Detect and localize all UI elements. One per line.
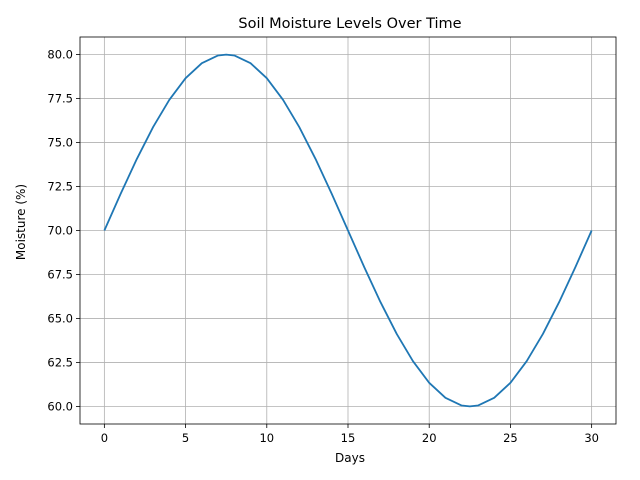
y-tick-label: 80.0	[47, 48, 73, 62]
x-tick-label: 10	[259, 431, 274, 445]
y-tick-label: 77.5	[47, 92, 73, 106]
series-group	[103, 53, 593, 408]
series-line	[103, 53, 593, 408]
x-tick-label: 5	[182, 431, 189, 445]
y-tick-label: 67.5	[47, 267, 73, 281]
y-tick-label: 60.0	[47, 399, 73, 413]
x-tick-label: 0	[101, 431, 108, 445]
y-tick-label: 65.0	[47, 311, 73, 325]
y-tick-label: 70.0	[47, 224, 73, 238]
x-tick-label: 30	[584, 431, 599, 445]
y-axis-ticks: 60.0 62.5 65.0 67.5 70.0 72.5 75.0 77.5 80.0	[47, 48, 80, 413]
x-axis-label: Days	[335, 451, 365, 465]
y-axis-label: Moisture (%)	[14, 184, 28, 260]
x-axis-ticks: 0 5 10 15 20 25 30	[101, 424, 599, 445]
y-tick-label: 75.0	[47, 136, 73, 150]
grid-lines	[80, 37, 616, 424]
y-tick-label: 62.5	[47, 355, 73, 369]
x-tick-label: 25	[503, 431, 518, 445]
x-tick-label: 20	[422, 431, 437, 445]
chart-title: Soil Moisture Levels Over Time	[238, 16, 461, 32]
y-tick-label: 72.5	[47, 180, 73, 194]
x-tick-label: 15	[341, 431, 356, 445]
